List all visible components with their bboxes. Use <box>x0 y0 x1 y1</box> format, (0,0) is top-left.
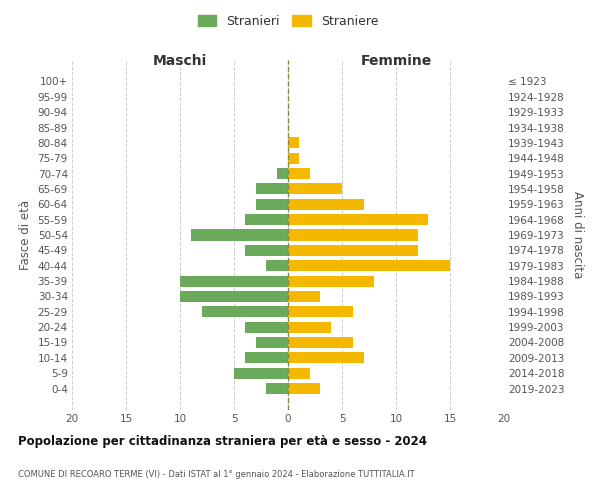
Text: Popolazione per cittadinanza straniera per età e sesso - 2024: Popolazione per cittadinanza straniera p… <box>18 435 427 448</box>
Text: COMUNE DI RECOARO TERME (VI) - Dati ISTAT al 1° gennaio 2024 - Elaborazione TUTT: COMUNE DI RECOARO TERME (VI) - Dati ISTA… <box>18 470 415 479</box>
Bar <box>288 322 331 332</box>
Bar <box>256 337 288 348</box>
Legend: Stranieri, Straniere: Stranieri, Straniere <box>194 11 382 32</box>
Bar <box>245 352 288 364</box>
Bar <box>245 245 288 256</box>
Bar <box>256 199 288 210</box>
Bar <box>288 352 364 364</box>
Bar <box>191 230 288 240</box>
Bar <box>288 199 364 210</box>
Bar <box>288 276 374 286</box>
Bar <box>288 245 418 256</box>
Bar <box>288 337 353 348</box>
Bar <box>180 276 288 286</box>
Bar <box>288 168 310 179</box>
Y-axis label: Fasce di età: Fasce di età <box>19 200 32 270</box>
Y-axis label: Anni di nascita: Anni di nascita <box>571 192 584 278</box>
Text: Maschi: Maschi <box>153 54 207 68</box>
Bar <box>288 214 428 225</box>
Bar <box>288 383 320 394</box>
Bar <box>180 291 288 302</box>
Bar <box>234 368 288 378</box>
Text: Femmine: Femmine <box>361 54 431 68</box>
Bar <box>288 138 299 148</box>
Bar <box>288 152 299 164</box>
Bar <box>266 260 288 271</box>
Bar <box>288 306 353 318</box>
Bar <box>245 214 288 225</box>
Bar <box>256 184 288 194</box>
Bar <box>266 383 288 394</box>
Bar <box>288 368 310 378</box>
Bar <box>288 260 450 271</box>
Bar <box>288 184 342 194</box>
Bar <box>288 230 418 240</box>
Bar <box>277 168 288 179</box>
Bar <box>202 306 288 318</box>
Bar <box>288 291 320 302</box>
Bar <box>245 322 288 332</box>
